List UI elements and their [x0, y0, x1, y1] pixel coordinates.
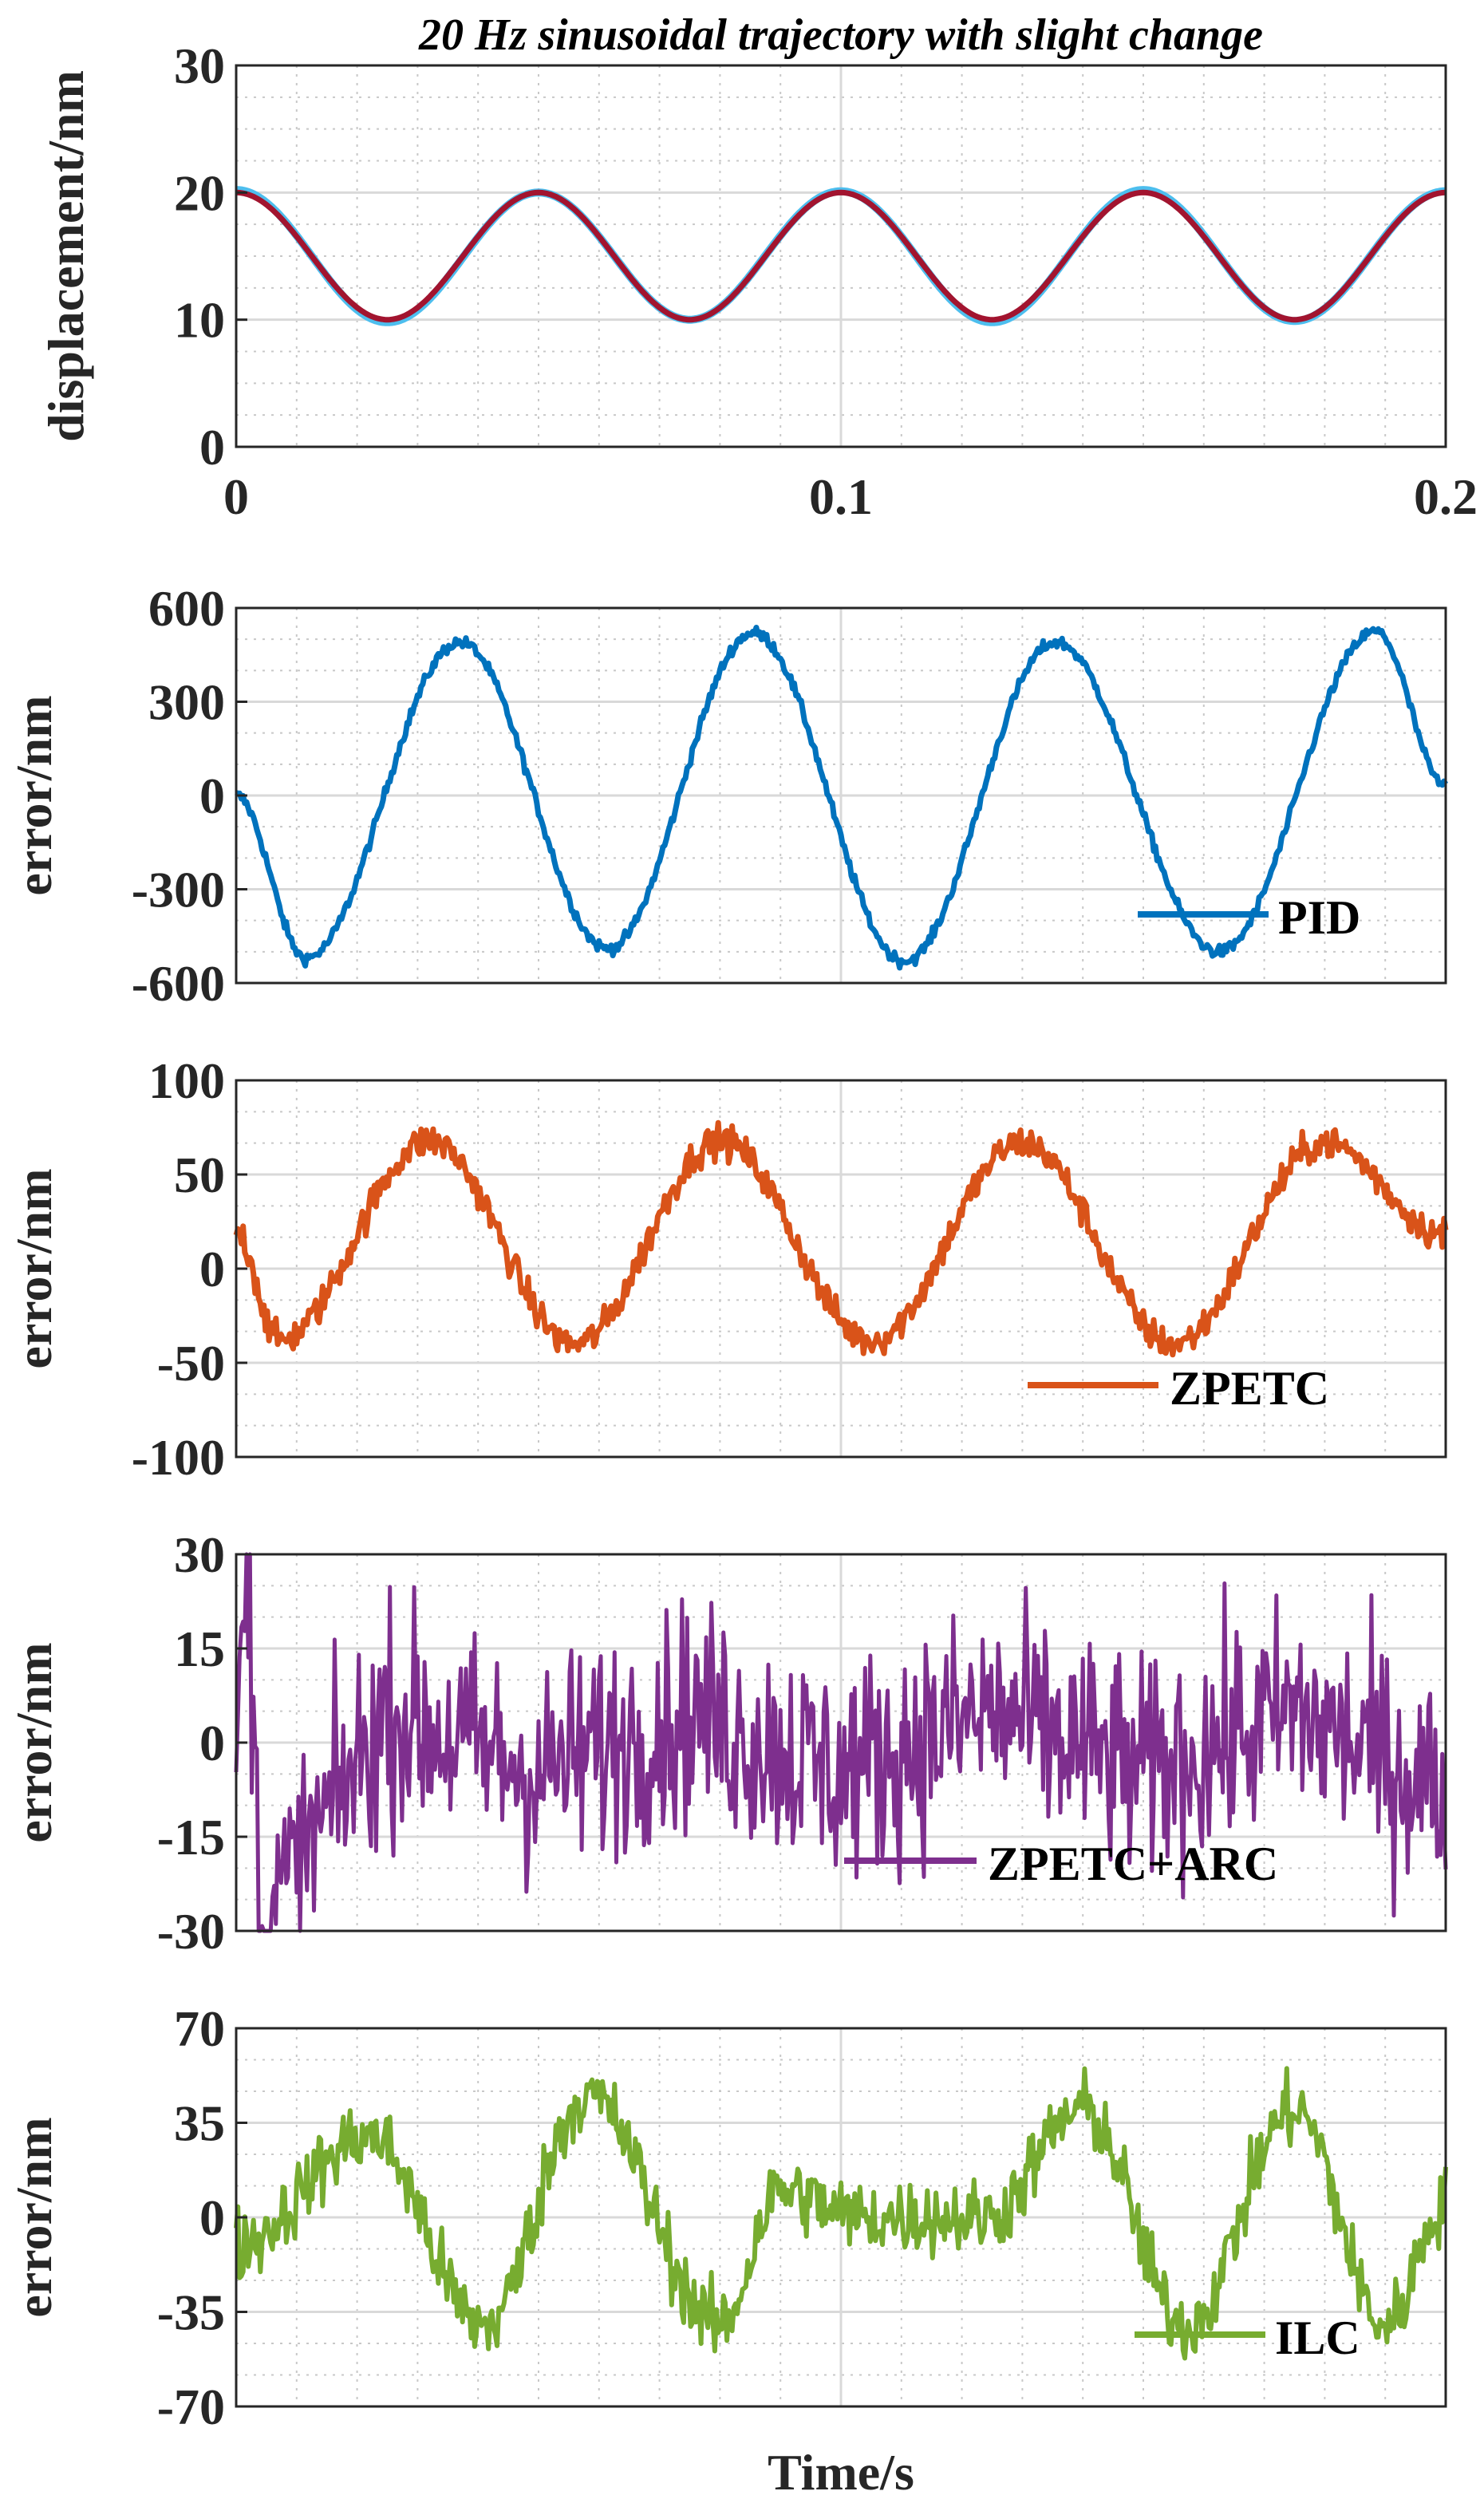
series-line-ilc — [234, 2066, 1448, 2361]
panel-1: 30 20 10 0 displacement/nm 0 0.1 0.2 20 Hz sinus… — [37, 10, 1478, 525]
y-tick-label: 35 — [174, 2095, 225, 2152]
y-tick-label: -300 — [132, 862, 225, 918]
chart-title: 20 Hz sinusoidal trajectory with slight … — [418, 10, 1263, 60]
y-tick-label: 100 — [148, 1052, 225, 1109]
x-tick-label: 0.2 — [1414, 468, 1478, 525]
y-axis-label: error/nm — [6, 2117, 62, 2317]
series-line-pid — [235, 625, 1449, 971]
axes-box — [235, 64, 1447, 448]
legend-label: ZPETC — [1170, 1362, 1329, 1415]
legend-label: ILC — [1275, 2311, 1360, 2364]
y-axis-label: displacement/nm — [37, 70, 94, 442]
panel-4: 30 15 0 -15 -30 error/nm ZPETC+ARC — [6, 1526, 1448, 1960]
y-tick-label: 70 — [174, 2000, 225, 2057]
legend-label: ZPETC+ARC — [988, 1838, 1278, 1890]
legend-label: PID — [1278, 891, 1360, 944]
y-tick-label: 30 — [174, 38, 225, 94]
panel-5: 70 35 0 -35 -70 error/nm Time/s ILC — [6, 2000, 1448, 2499]
y-axis-label: error/nm — [6, 1168, 62, 1368]
y-tick-label: -600 — [132, 955, 225, 1012]
y-tick-label: 30 — [174, 1526, 225, 1583]
y-tick-label: 20 — [174, 164, 225, 221]
x-axis-label: Time/s — [768, 2444, 914, 2499]
y-tick-label: 50 — [174, 1147, 225, 1203]
y-tick-label: -100 — [132, 1429, 225, 1486]
y-tick-label: -50 — [157, 1335, 225, 1392]
panel-2: 600 300 0 -300 -600 error/nm PID — [6, 580, 1449, 1012]
y-tick-label: 0 — [199, 419, 225, 476]
y-axis-label: error/nm — [6, 695, 62, 895]
series-line-2 — [235, 189, 1447, 323]
series-line-zpetc+arc — [234, 1552, 1448, 1933]
y-tick-label: -15 — [157, 1809, 225, 1865]
panel-3: 100 50 0 -50 -100 error/nm ZPETC — [6, 1052, 1449, 1486]
y-tick-label: -70 — [157, 2379, 225, 2435]
series-line-zpetc — [233, 1119, 1449, 1358]
y-tick-label: 10 — [174, 292, 225, 349]
y-tick-label: 0 — [199, 768, 225, 824]
y-tick-label: 0 — [199, 1715, 225, 1771]
y-tick-label: 0 — [199, 2189, 225, 2246]
y-tick-label: -30 — [157, 1903, 225, 1960]
y-tick-label: 15 — [174, 1621, 225, 1677]
y-tick-label: 300 — [148, 674, 225, 731]
y-tick-label: -35 — [157, 2284, 225, 2341]
x-tick-label: 0.1 — [809, 468, 873, 525]
y-axis-label: error/nm — [6, 1642, 62, 1842]
y-tick-label: 0 — [199, 1241, 225, 1297]
y-tick-label: 600 — [148, 580, 225, 637]
x-tick-label: 0 — [223, 468, 249, 525]
